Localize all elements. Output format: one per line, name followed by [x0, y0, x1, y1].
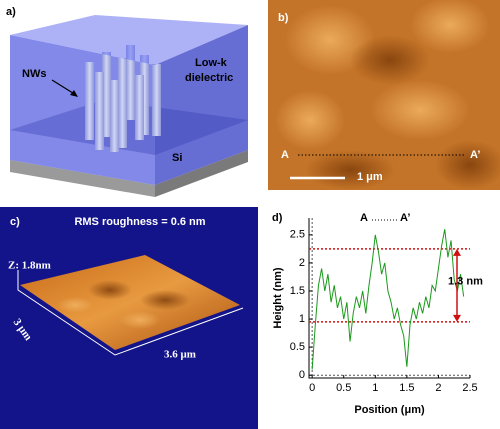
dielectric-side — [155, 25, 248, 185]
panel-label: b) — [278, 12, 289, 24]
si-front — [10, 160, 155, 197]
x-tick-label: 1 — [372, 382, 378, 394]
si-side — [155, 150, 248, 197]
y-tick-label: 1.5 — [290, 285, 305, 297]
dielectric-bottom — [10, 100, 248, 155]
panel-a: a) NWs Low-k dielectric Si — [6, 6, 248, 197]
y-axis-label: Height (nm) — [272, 267, 284, 328]
y-tick-label: 2.5 — [290, 229, 305, 241]
nws-label: NWs — [22, 68, 46, 80]
scale-label: 1 μm — [357, 171, 383, 183]
panel-b: b) A A’ 1 μm — [268, 0, 500, 190]
profile-line — [311, 229, 465, 370]
y-tick-label: 0.5 — [290, 341, 305, 353]
y-tick-label: 0 — [299, 369, 305, 381]
y-tick-label: 1 — [299, 313, 305, 325]
point-label: A — [281, 149, 289, 161]
x-tick-label: 2.5 — [462, 382, 477, 394]
x-tick-label: 1.5 — [399, 382, 414, 394]
x-tick-label: 0.5 — [336, 382, 351, 394]
surface-axes — [17, 270, 244, 356]
x-axis-label: Position (μm) — [354, 404, 425, 416]
x-tick-label: 0 — [309, 382, 315, 394]
roughness-label: RMS roughness = 0.6 nm — [74, 216, 205, 228]
length-label: 3.6 μm — [164, 349, 196, 361]
dielectric-label: Low-k — [195, 57, 228, 69]
z-label: Z: 1.8nm — [8, 260, 51, 272]
nanowires — [85, 45, 161, 152]
arrowhead — [453, 314, 461, 322]
y-tick-label: 2 — [299, 257, 305, 269]
nws-arrowhead — [70, 90, 78, 97]
afm-surface — [20, 255, 240, 350]
dielectric-label: dielectric — [185, 72, 233, 84]
point-label: A’ — [470, 149, 480, 161]
annotation: 1.3 nm — [448, 275, 483, 287]
panel-label: c) — [10, 216, 20, 228]
panel-label: d) — [272, 212, 283, 224]
axes — [308, 218, 470, 379]
point-label: A’ — [400, 212, 410, 224]
x-tick-label: 2 — [435, 382, 441, 394]
panel-label: a) — [6, 6, 16, 18]
si-label: Si — [172, 152, 182, 164]
dielectric-top — [10, 15, 248, 65]
point-label: A — [360, 212, 368, 224]
panel-c: c) RMS roughness = 0.6 nm Z: 1.8nm 3 μm … — [0, 207, 258, 429]
arrowhead — [453, 248, 461, 256]
